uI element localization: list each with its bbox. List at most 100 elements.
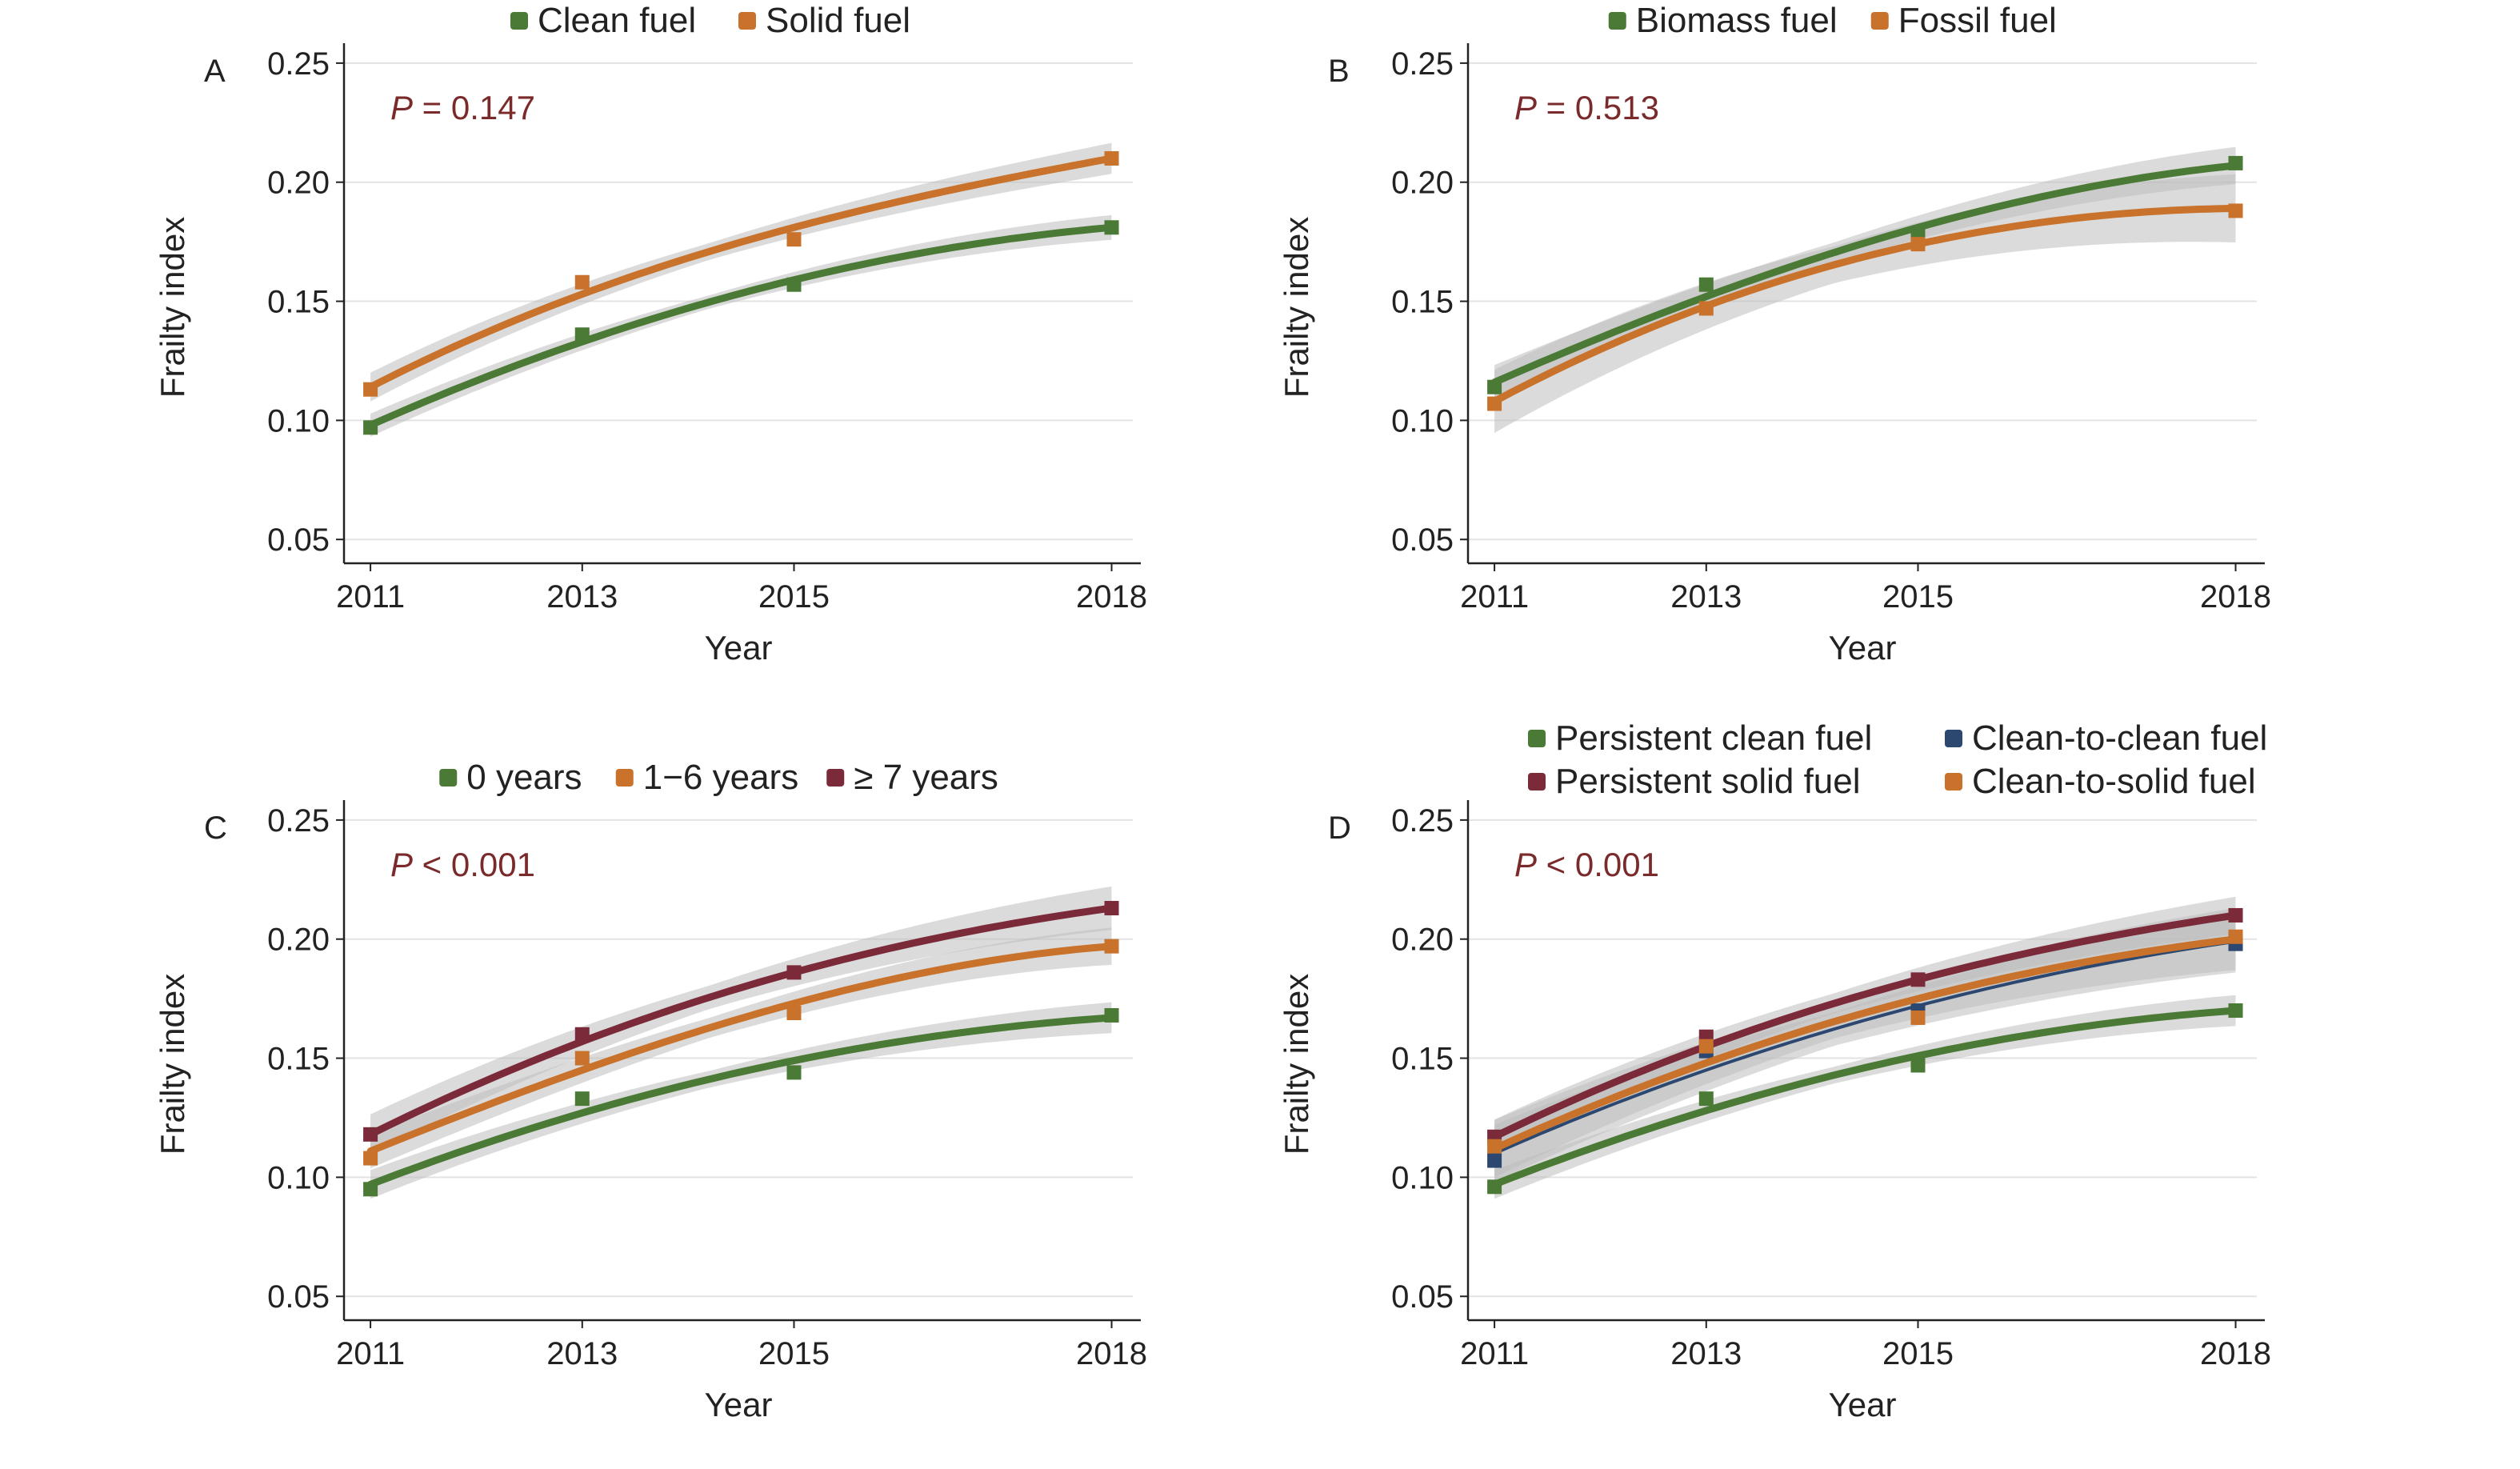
y-tick-label: 0.25 bbox=[267, 46, 330, 82]
data-point bbox=[786, 1065, 802, 1080]
y-tick-label: 0.10 bbox=[267, 403, 330, 438]
fit-line bbox=[1490, 935, 2239, 1153]
data-point bbox=[1487, 1139, 1502, 1154]
fit-line bbox=[366, 223, 1115, 429]
legend-label: Persistent clean fuel bbox=[1555, 718, 1872, 758]
data-point bbox=[363, 1127, 378, 1142]
panel-label: A bbox=[204, 54, 226, 89]
data-point bbox=[574, 1051, 590, 1066]
legend-swatch bbox=[510, 12, 528, 30]
legend-swatch bbox=[826, 769, 845, 787]
legend: Clean fuel Solid fuel bbox=[510, 1, 910, 40]
data-point bbox=[2228, 203, 2243, 218]
x-tick-label: 2013 bbox=[546, 1336, 618, 1371]
legend-label: Biomass fuel bbox=[1636, 1, 1838, 40]
y-tick-label: 0.05 bbox=[1391, 522, 1454, 558]
fit-line bbox=[1490, 205, 2239, 406]
p-value-text: = 0.513 bbox=[1537, 89, 1659, 126]
legend-label: Fossil fuel bbox=[1898, 1, 2057, 40]
data-point bbox=[1487, 379, 1502, 394]
legend-swatch bbox=[1528, 773, 1546, 791]
data-point bbox=[1698, 301, 1714, 316]
x-axis-title: Year bbox=[705, 629, 773, 666]
p-value: P = 0.513 bbox=[1514, 89, 1659, 126]
p-value-text: < 0.001 bbox=[413, 846, 535, 883]
fit-line bbox=[366, 904, 1115, 1139]
x-tick-label: 2011 bbox=[336, 579, 405, 614]
y-tick-label: 0.20 bbox=[267, 923, 330, 958]
legend-swatch bbox=[1608, 12, 1626, 30]
data-point bbox=[1104, 1007, 1119, 1023]
fit-line bbox=[1490, 1007, 2239, 1188]
legend-swatch bbox=[1945, 773, 1962, 791]
legend-label: 0 years bbox=[466, 758, 582, 797]
legend-swatch bbox=[738, 12, 756, 30]
x-tick-label: 2015 bbox=[758, 1336, 830, 1371]
data-point bbox=[786, 277, 802, 292]
legend-label: 1−6 years bbox=[643, 758, 798, 797]
p-value-symbol: P bbox=[1514, 89, 1537, 126]
x-axis-title: Year bbox=[705, 1386, 773, 1423]
x-axis-title: Year bbox=[1829, 1386, 1897, 1423]
data-point bbox=[574, 1027, 590, 1042]
p-value-text: = 0.147 bbox=[413, 89, 535, 126]
data-point bbox=[1487, 1179, 1502, 1195]
legend: Persistent clean fuel Clean-to-clean fuel… bbox=[1528, 718, 2267, 801]
data-point bbox=[574, 274, 590, 290]
y-tick-label: 0.25 bbox=[267, 803, 330, 839]
legend-label: ≥ 7 years bbox=[854, 758, 998, 797]
y-tick-label: 0.05 bbox=[267, 1279, 330, 1315]
data-point bbox=[1910, 237, 1926, 252]
data-point bbox=[574, 1091, 590, 1107]
y-tick-label: 0.10 bbox=[1391, 1160, 1454, 1195]
data-point bbox=[363, 420, 378, 435]
data-point bbox=[1698, 1091, 1714, 1107]
legend-label: Clean-to-solid fuel bbox=[1972, 762, 2256, 801]
legend-swatch bbox=[615, 769, 634, 787]
x-tick-label: 2018 bbox=[2200, 579, 2271, 614]
data-point bbox=[2228, 1003, 2243, 1019]
x-tick-label: 2015 bbox=[1882, 1336, 1954, 1371]
y-tick-label: 0.15 bbox=[267, 1042, 330, 1077]
y-tick-label: 0.10 bbox=[267, 1160, 330, 1195]
fit-line bbox=[366, 1014, 1115, 1188]
data-point bbox=[574, 327, 590, 342]
x-tick-label: 2018 bbox=[1076, 579, 1147, 614]
y-tick-label: 0.05 bbox=[1391, 1279, 1454, 1315]
y-tick-label: 0.20 bbox=[267, 166, 330, 201]
y-tick-label: 0.15 bbox=[1391, 285, 1454, 320]
legend-label: Clean-to-clean fuel bbox=[1972, 718, 2267, 758]
legend-swatch bbox=[1870, 12, 1889, 30]
ci-band bbox=[370, 886, 1112, 1155]
legend-swatch bbox=[439, 769, 458, 787]
x-tick-label: 2015 bbox=[758, 579, 830, 614]
p-value: P < 0.001 bbox=[1514, 846, 1659, 883]
data-point bbox=[1910, 1010, 1926, 1025]
x-tick-label: 2015 bbox=[1882, 579, 1954, 614]
y-tick-label: 0.05 bbox=[267, 522, 330, 558]
data-point bbox=[1487, 396, 1502, 411]
panel-label: C bbox=[204, 811, 227, 846]
x-tick-label: 2013 bbox=[1670, 1336, 1742, 1371]
data-point bbox=[786, 1006, 802, 1020]
y-tick-label: 0.10 bbox=[1391, 403, 1454, 438]
y-tick-label: 0.25 bbox=[1391, 46, 1454, 82]
ci-band bbox=[1494, 174, 2236, 433]
p-value: P < 0.001 bbox=[390, 846, 535, 883]
data-point bbox=[1487, 1153, 1502, 1168]
data-point bbox=[363, 1182, 378, 1197]
y-tick-label: 0.15 bbox=[267, 285, 330, 320]
panel-label: B bbox=[1328, 54, 1350, 89]
x-tick-label: 2018 bbox=[2200, 1336, 2271, 1371]
fit-line bbox=[366, 154, 1115, 391]
y-tick-label: 0.25 bbox=[1391, 803, 1454, 839]
y-axis-title: Frailty index bbox=[1278, 974, 1315, 1155]
legend-label: Clean fuel bbox=[538, 1, 696, 40]
p-value-text: < 0.001 bbox=[1537, 846, 1659, 883]
data-point bbox=[1104, 901, 1119, 916]
data-point bbox=[1910, 1058, 1926, 1073]
data-point bbox=[1698, 1039, 1714, 1054]
y-axis-title: Frailty index bbox=[1278, 217, 1315, 398]
